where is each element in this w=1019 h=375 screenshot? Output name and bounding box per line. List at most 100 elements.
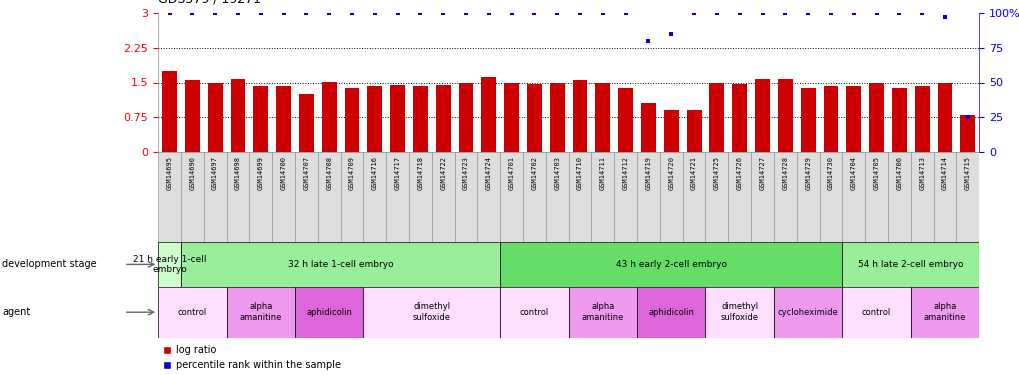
Bar — [503, 82, 519, 152]
Bar — [545, 152, 568, 242]
Bar — [344, 88, 359, 152]
Bar — [363, 152, 386, 242]
Bar — [208, 83, 222, 152]
Text: GSM14695: GSM14695 — [166, 156, 172, 190]
Bar — [294, 287, 363, 338]
Bar — [180, 242, 499, 287]
Bar — [682, 152, 705, 242]
Bar — [960, 115, 974, 152]
Point — [229, 10, 246, 16]
Point — [959, 114, 975, 120]
Bar — [613, 152, 637, 242]
Bar — [705, 287, 773, 338]
Bar — [499, 242, 842, 287]
Text: GSM14720: GSM14720 — [667, 156, 674, 190]
Point — [275, 10, 291, 16]
Bar — [637, 152, 659, 242]
Bar — [180, 152, 204, 242]
Text: GSM14728: GSM14728 — [782, 156, 788, 190]
Bar — [481, 77, 496, 152]
Bar — [386, 152, 409, 242]
Bar — [910, 287, 978, 338]
Bar — [777, 79, 792, 152]
Bar — [640, 104, 655, 152]
Point — [935, 14, 952, 20]
Bar — [842, 242, 978, 287]
Bar — [340, 152, 363, 242]
Text: GSM14698: GSM14698 — [234, 156, 240, 190]
Text: GSM14713: GSM14713 — [918, 156, 924, 190]
Bar — [226, 152, 249, 242]
Point — [867, 10, 883, 16]
Text: GSM14712: GSM14712 — [622, 156, 628, 190]
Bar — [728, 152, 750, 242]
Bar — [846, 86, 860, 152]
Point — [435, 10, 451, 16]
Bar — [276, 86, 290, 152]
Text: GSM14730: GSM14730 — [827, 156, 834, 190]
Text: GSM14729: GSM14729 — [804, 156, 810, 190]
Bar — [249, 152, 272, 242]
Text: 43 h early 2-cell embryo: 43 h early 2-cell embryo — [615, 260, 727, 269]
Text: alpha
amanitine: alpha amanitine — [581, 303, 624, 322]
Bar — [591, 152, 613, 242]
Text: alpha
amanitine: alpha amanitine — [923, 303, 965, 322]
Point — [776, 10, 793, 16]
Bar — [659, 152, 682, 242]
Bar — [409, 152, 431, 242]
Text: GSM14718: GSM14718 — [417, 156, 423, 190]
Point — [891, 10, 907, 16]
Bar — [842, 287, 910, 338]
Text: GSM14727: GSM14727 — [759, 156, 765, 190]
Text: GSM14711: GSM14711 — [599, 156, 605, 190]
Point — [184, 10, 201, 16]
Text: development stage: development stage — [2, 260, 97, 269]
Text: GSM14724: GSM14724 — [485, 156, 491, 190]
Point — [731, 10, 747, 16]
Bar — [686, 110, 701, 152]
Point — [640, 38, 656, 44]
Text: dimethyl
sulfoxide: dimethyl sulfoxide — [413, 303, 450, 322]
Point — [503, 10, 520, 16]
Text: GSM14725: GSM14725 — [713, 156, 719, 190]
Bar — [956, 152, 978, 242]
Point — [321, 10, 337, 16]
Bar — [936, 82, 952, 152]
Bar — [294, 152, 318, 242]
Bar — [253, 86, 268, 152]
Bar — [868, 83, 883, 152]
Text: GDS579 / 19271: GDS579 / 19271 — [158, 0, 261, 6]
Point — [754, 10, 770, 16]
Text: cycloheximide: cycloheximide — [777, 308, 838, 316]
Bar — [162, 71, 176, 152]
Text: 54 h late 2-cell embryo: 54 h late 2-cell embryo — [857, 260, 963, 269]
Text: GSM14715: GSM14715 — [964, 156, 970, 190]
Text: GSM14723: GSM14723 — [463, 156, 469, 190]
Text: dimethyl
sulfoxide: dimethyl sulfoxide — [720, 303, 758, 322]
Bar — [754, 79, 769, 152]
Text: GSM14717: GSM14717 — [394, 156, 400, 190]
Text: GSM14708: GSM14708 — [326, 156, 332, 190]
Point — [662, 31, 679, 37]
Point — [685, 10, 701, 16]
Text: GSM14705: GSM14705 — [872, 156, 878, 190]
Text: GSM14726: GSM14726 — [736, 156, 742, 190]
Bar — [572, 80, 587, 152]
Bar — [499, 287, 569, 338]
Text: GSM14706: GSM14706 — [896, 156, 902, 190]
Text: control: control — [520, 308, 548, 316]
Bar — [822, 86, 838, 152]
Text: GSM14702: GSM14702 — [531, 156, 537, 190]
Bar — [773, 287, 842, 338]
Bar — [435, 85, 450, 152]
Point — [480, 10, 496, 16]
Bar — [914, 86, 928, 152]
Bar — [431, 152, 454, 242]
Point — [526, 10, 542, 16]
Text: GSM14719: GSM14719 — [645, 156, 651, 190]
Text: control: control — [861, 308, 891, 316]
Bar — [750, 152, 773, 242]
Point — [253, 10, 269, 16]
Legend: log ratio, percentile rank within the sample: log ratio, percentile rank within the sa… — [163, 345, 340, 370]
Bar — [595, 82, 609, 152]
